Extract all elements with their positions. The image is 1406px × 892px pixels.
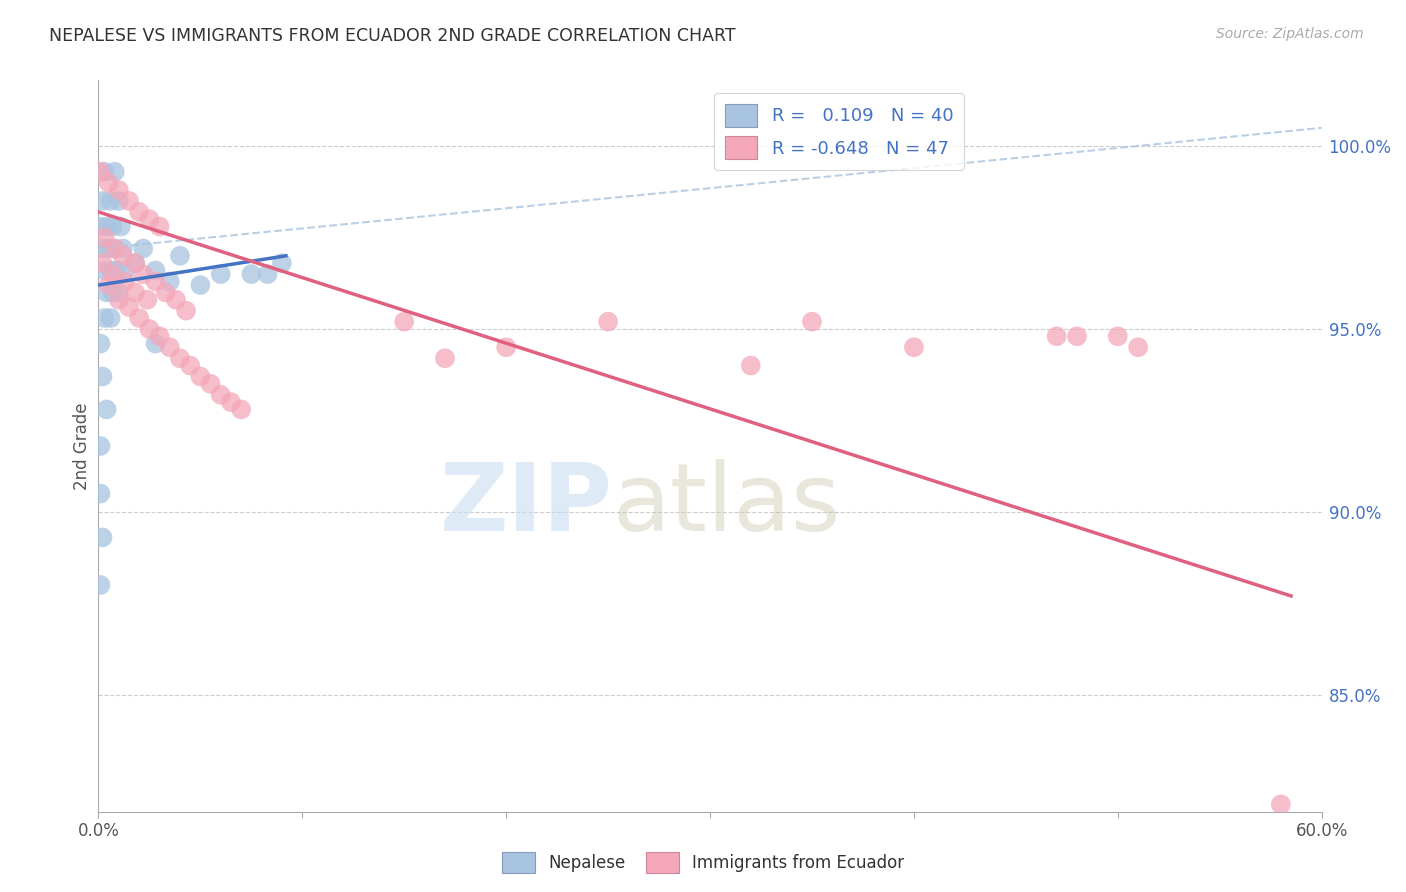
Point [104,242,127,256]
Point [169,351,191,366]
Point [89,486,111,500]
Point [209,267,232,281]
Point [110,219,132,234]
Point [434,351,457,366]
Point [89,219,111,234]
Point [104,164,127,178]
Point [108,183,131,197]
Point [114,263,136,277]
Point [89,336,111,351]
Point [108,285,131,300]
Point [231,402,253,417]
Point [1128,340,1150,354]
Point [128,311,150,326]
Text: Source: ZipAtlas.com: Source: ZipAtlas.com [1216,27,1364,41]
Point [188,369,212,384]
Point [91,256,114,270]
Point [1066,329,1088,343]
Point [101,285,124,300]
Point [169,249,191,263]
Text: atlas: atlas [612,458,841,550]
Point [93,311,115,326]
Point [149,219,172,234]
Point [128,205,150,219]
Point [101,219,124,234]
Point [209,388,232,402]
Point [124,285,146,300]
Point [105,263,128,277]
Point [91,194,114,208]
Point [270,256,294,270]
Point [124,256,146,270]
Point [100,263,122,277]
Point [495,340,517,354]
Point [93,230,115,244]
Point [159,340,181,354]
Point [801,315,824,329]
Point [179,359,201,373]
Point [1045,329,1069,343]
Point [97,278,120,293]
Point [200,376,222,391]
Point [903,340,925,354]
Legend: R =   0.109   N = 40, R = -0.648   N = 47: R = 0.109 N = 40, R = -0.648 N = 47 [714,93,965,170]
Text: ZIP: ZIP [439,458,612,550]
Point [136,293,159,307]
Point [100,311,122,326]
Point [93,164,115,178]
Point [96,219,118,234]
Point [159,274,181,288]
Point [132,267,155,281]
Point [145,336,167,351]
Point [89,439,111,453]
Point [124,256,146,270]
Point [89,578,111,592]
Point [108,293,131,307]
Point [138,322,160,336]
Point [145,274,167,288]
Text: NEPALESE VS IMMIGRANTS FROM ECUADOR 2ND GRADE CORRELATION CHART: NEPALESE VS IMMIGRANTS FROM ECUADOR 2ND … [49,27,735,45]
Point [97,176,120,190]
Point [1107,329,1129,343]
Point [138,212,160,227]
Point [219,395,242,409]
Point [392,315,416,329]
Point [89,164,111,178]
Point [97,242,120,256]
Point [96,285,118,300]
Point [174,303,197,318]
Point [188,278,212,293]
Point [91,530,114,544]
Point [91,242,114,256]
Point [100,194,122,208]
Point [104,242,127,256]
Point [598,315,620,329]
Point [740,359,762,373]
Point [165,293,187,307]
Y-axis label: 2nd Grade: 2nd Grade [73,402,91,490]
Point [111,242,134,256]
Point [93,263,115,277]
Point [91,369,114,384]
Point [118,300,141,314]
Point [132,242,155,256]
Point [1270,797,1292,812]
Point [96,402,118,417]
Point [155,285,177,300]
Point [101,267,124,281]
Legend: Nepalese, Immigrants from Ecuador: Nepalese, Immigrants from Ecuador [495,846,911,880]
Point [145,263,167,277]
Point [256,267,278,281]
Point [108,194,131,208]
Point [111,249,134,263]
Point [149,329,172,343]
Point [114,274,136,288]
Point [118,194,141,208]
Point [240,267,263,281]
